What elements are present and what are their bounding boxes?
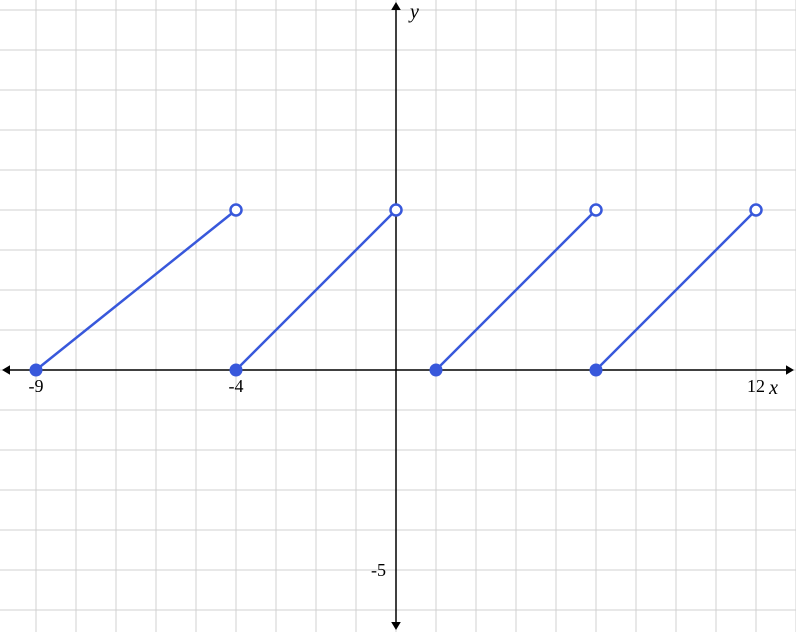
grid	[0, 0, 796, 632]
axis-arrow	[391, 622, 401, 630]
x-tick-label: -9	[29, 376, 44, 396]
closed-point	[231, 365, 242, 376]
y-axis-label: y	[408, 1, 419, 23]
closed-point	[591, 365, 602, 376]
closed-point	[31, 365, 42, 376]
closed-point	[431, 365, 442, 376]
open-point	[391, 205, 402, 216]
sawtooth-chart: y x -9 -4 12 -5	[0, 0, 796, 632]
open-point	[751, 205, 762, 216]
x-tick-label: -4	[229, 376, 244, 396]
axes	[2, 2, 794, 630]
open-point	[591, 205, 602, 216]
open-point	[231, 205, 242, 216]
y-tick-label: -5	[371, 560, 386, 580]
axis-arrow	[391, 2, 401, 10]
x-axis-label: x	[768, 377, 778, 399]
chart-container: y x -9 -4 12 -5	[0, 0, 796, 632]
x-tick-label: 12	[747, 376, 765, 396]
axis-arrow	[786, 365, 794, 375]
axis-arrow	[2, 365, 10, 375]
